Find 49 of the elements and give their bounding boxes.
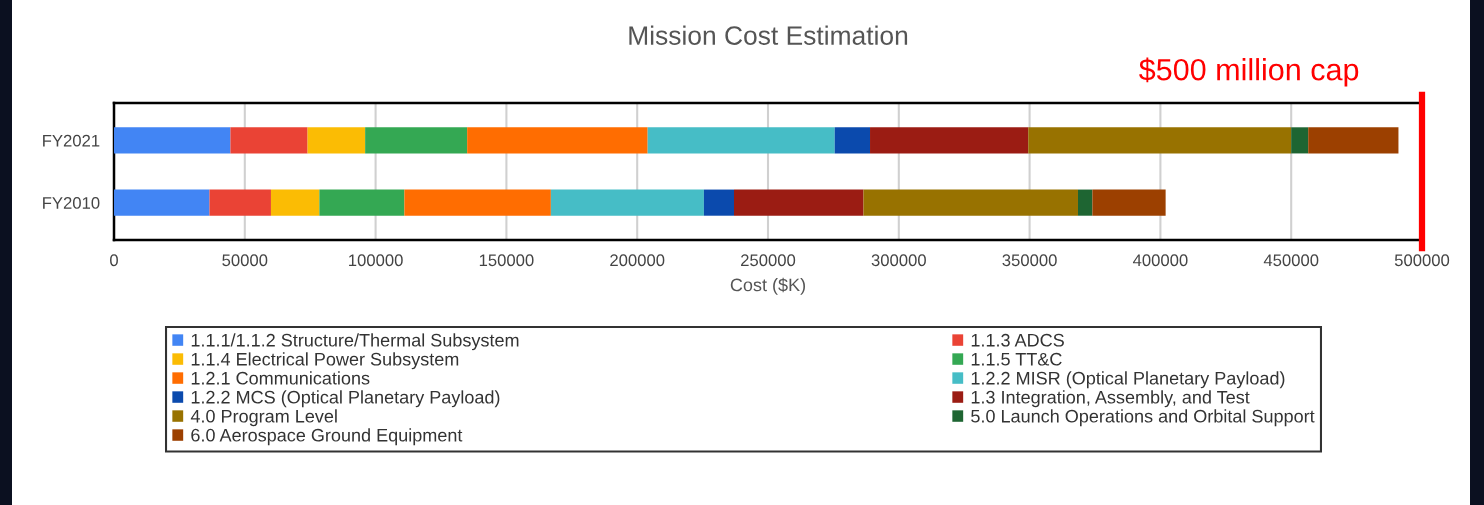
y-tick-label: FY2010 [43,197,100,209]
bar [1092,189,1166,216]
legend-label: 5.0 Launch Operations and Orbital Support [971,409,1315,427]
bar [834,127,871,154]
bar [1078,189,1093,216]
ref-line-label: $500 million cap [1139,57,1359,87]
y-tick-label: FY2021 [43,134,100,147]
legend-label: 1.2.2 MISR (Optical Planetary Payload) [971,371,1285,389]
x-tick-label: 0 [110,254,118,267]
legend-label: 1.2.1 Communications [191,371,370,385]
bar [307,127,366,154]
x-tick-label: 400000 [1132,254,1188,267]
bar [550,189,704,216]
x-tick-label: 200000 [610,254,665,267]
x-tick-label: 250000 [741,254,796,267]
bar [1308,127,1399,154]
legend-label: 4.0 Program Level [190,409,337,427]
bar [319,189,405,216]
bar [114,189,210,216]
bar [870,127,1029,154]
legend-label: 1.3 Integration, Assembly, and Test [971,390,1250,408]
bar [733,189,864,216]
chart-title: Mission Cost Estimation [629,25,908,45]
legend-label: 1.1.4 Electrical Power Subsystem [191,352,459,370]
x-tick-label: 350000 [1002,254,1057,267]
bar [647,127,835,154]
bar [365,127,468,154]
bar [270,189,320,216]
legend-label: 1.1.3 ADCS [971,333,1064,347]
x-tick-label: 50000 [222,254,268,267]
bar [863,189,1078,216]
x-axis-title: Cost ($K) [730,277,806,295]
legend-label: 1.2.2 MCS (Optical Planetary Payload) [191,390,500,408]
legend-label: 6.0 Aerospace Ground Equipment [191,428,463,446]
x-tick-label: 150000 [479,254,534,267]
x-tick-label: 500000 [1394,254,1450,267]
legend-label: 1.1.1/1.1.2 Structure/Thermal Subsystem [191,333,519,351]
bar [230,127,308,154]
legend-label: 1.1.5 TT&C [971,352,1062,366]
bar [1291,127,1309,154]
bar [114,127,231,154]
bar [1028,127,1292,154]
bar [467,127,648,154]
bar [703,189,734,216]
x-tick-label: 100000 [349,254,403,267]
x-tick-label: 300000 [871,254,926,267]
bar [209,189,271,216]
bar [404,189,551,216]
x-tick-label: 450000 [1263,254,1319,267]
